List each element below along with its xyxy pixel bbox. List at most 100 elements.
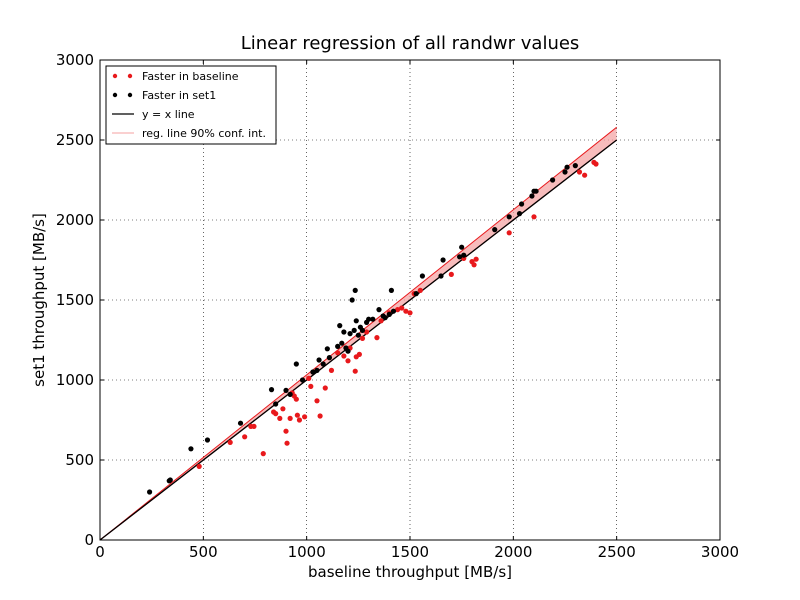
point-faster-in-set1	[572, 163, 578, 169]
x-tick-label: 2500	[598, 543, 636, 561]
point-faster-in-set1	[390, 308, 397, 314]
point-faster-in-set1	[345, 348, 351, 354]
point-faster-in-set1	[283, 387, 289, 393]
point-faster-in-set1	[299, 377, 306, 383]
legend-box	[105, 65, 277, 145]
point-faster-in-baseline	[395, 307, 401, 313]
point-faster-in-baseline	[506, 230, 512, 236]
x-tick-label: 3000	[701, 543, 739, 561]
point-faster-in-set1	[376, 307, 382, 313]
point-faster-in-baseline	[582, 172, 588, 178]
point-faster-in-set1	[293, 361, 299, 367]
point-faster-in-set1	[529, 193, 535, 199]
point-faster-in-baseline	[260, 451, 266, 457]
point-faster-in-set1	[237, 420, 244, 426]
point-faster-in-set1	[550, 177, 556, 183]
point-faster-in-baseline	[293, 396, 299, 402]
legend-marker	[127, 73, 133, 79]
point-faster-in-set1	[564, 164, 570, 170]
point-faster-in-set1	[353, 318, 359, 324]
point-faster-in-set1	[388, 287, 394, 293]
point-faster-in-set1	[273, 401, 279, 407]
chart-title: Linear regression of all randwr values	[241, 33, 580, 54]
point-faster-in-set1	[314, 367, 320, 373]
x-tick-label: 1000	[288, 543, 326, 561]
point-faster-in-set1	[352, 287, 358, 293]
point-faster-in-baseline	[359, 335, 366, 341]
point-faster-in-baseline	[399, 305, 405, 311]
point-faster-in-baseline	[280, 406, 286, 412]
point-faster-in-baseline	[296, 417, 303, 423]
point-faster-in-set1	[461, 252, 467, 258]
point-faster-in-set1	[359, 327, 366, 333]
point-faster-in-set1	[147, 489, 153, 495]
point-faster-in-baseline	[448, 271, 454, 277]
point-faster-in-baseline	[306, 375, 312, 381]
point-faster-in-set1	[457, 254, 463, 260]
point-faster-in-baseline	[341, 353, 347, 359]
point-faster-in-set1	[366, 316, 372, 322]
point-faster-in-baseline	[227, 439, 233, 445]
point-faster-in-set1	[341, 329, 347, 335]
legend-label: Faster in baseline	[142, 70, 239, 83]
point-faster-in-baseline	[345, 358, 351, 364]
point-faster-in-baseline	[593, 161, 599, 167]
point-faster-in-set1	[533, 188, 539, 194]
point-faster-in-set1	[459, 244, 465, 250]
x-tick-label: 2000	[494, 543, 532, 561]
y-tick-label: 0	[84, 531, 94, 549]
point-faster-in-baseline	[364, 329, 370, 335]
point-faster-in-baseline	[251, 423, 257, 429]
point-faster-in-set1	[516, 211, 523, 217]
point-faster-in-baseline	[294, 412, 300, 418]
y-tick-label: 500	[65, 451, 94, 469]
point-faster-in-set1	[324, 346, 330, 352]
point-faster-in-set1	[382, 315, 388, 321]
point-faster-in-baseline	[283, 428, 289, 434]
x-axis-title: baseline throughput [MB/s]	[308, 563, 512, 581]
legend-marker	[112, 73, 118, 79]
point-faster-in-baseline	[374, 335, 380, 341]
point-faster-in-baseline	[403, 308, 409, 314]
y-tick-label: 2000	[56, 211, 94, 229]
legend-label: Faster in set1	[142, 89, 216, 102]
point-faster-in-set1	[419, 273, 425, 279]
point-faster-in-baseline	[242, 434, 248, 440]
point-faster-in-set1	[335, 343, 341, 349]
point-faster-in-baseline	[196, 463, 202, 469]
point-faster-in-set1	[519, 201, 525, 207]
point-faster-in-baseline	[277, 415, 283, 421]
y-tick-label: 2500	[56, 131, 94, 149]
x-tick-label: 500	[189, 543, 218, 561]
plot-area	[99, 126, 618, 541]
y-tick-label: 1000	[56, 371, 94, 389]
point-faster-in-set1	[188, 446, 194, 452]
point-faster-in-baseline	[378, 318, 384, 324]
point-faster-in-set1	[339, 340, 345, 346]
x-tick-label: 1500	[391, 543, 429, 561]
point-faster-in-set1	[268, 387, 275, 393]
x-tick-label: 0	[95, 543, 105, 561]
point-faster-in-baseline	[317, 413, 323, 419]
point-faster-in-set1	[349, 297, 355, 303]
legend-label: y = x line	[142, 108, 195, 121]
point-faster-in-baseline	[273, 411, 279, 417]
point-faster-in-set1	[320, 361, 326, 367]
ticks: 0 500 1000 1500 2000 2500 3000 0 500 1000 1500 2000…	[56, 51, 739, 561]
point-faster-in-baseline	[352, 368, 358, 374]
point-faster-in-baseline	[473, 256, 479, 262]
legend-marker	[127, 92, 133, 98]
point-faster-in-set1	[326, 355, 332, 361]
point-faster-in-baseline	[335, 350, 341, 356]
point-faster-in-baseline	[471, 262, 477, 268]
point-faster-in-set1	[506, 214, 512, 220]
point-faster-in-baseline	[308, 383, 314, 389]
legend-marker	[112, 92, 118, 98]
point-faster-in-set1	[492, 227, 498, 233]
point-faster-in-set1	[204, 437, 211, 443]
point-faster-in-set1	[310, 369, 316, 375]
point-faster-in-baseline	[287, 415, 293, 421]
point-faster-in-baseline	[576, 169, 583, 175]
point-faster-in-set1	[440, 257, 446, 263]
